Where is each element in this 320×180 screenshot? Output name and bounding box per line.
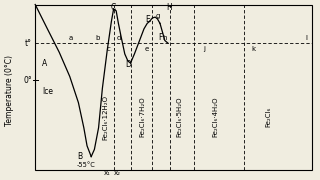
Text: d: d (117, 35, 121, 41)
Bar (35, 4, 312, 170)
Text: Fe₂Cl₆·12H₂O: Fe₂Cl₆·12H₂O (103, 94, 108, 140)
Text: h: h (162, 35, 167, 41)
Text: x₁: x₁ (104, 170, 111, 176)
Text: C: C (111, 3, 116, 12)
Text: D: D (125, 60, 131, 69)
Text: t°: t° (25, 39, 32, 48)
Text: A: A (42, 58, 47, 68)
Text: Fe₂Cl₆·4H₂O: Fe₂Cl₆·4H₂O (212, 97, 218, 137)
Text: b: b (95, 35, 100, 41)
Text: Fe₂Cl₆·7H₂O: Fe₂Cl₆·7H₂O (140, 97, 145, 137)
Text: 0°: 0° (23, 76, 32, 85)
Text: x₂: x₂ (113, 170, 120, 176)
Text: g: g (156, 13, 160, 19)
Text: Fe₂Cl₆: Fe₂Cl₆ (266, 107, 272, 127)
Text: c: c (107, 46, 111, 52)
Text: j: j (203, 46, 205, 52)
Text: B: B (77, 152, 83, 161)
Text: a: a (68, 35, 73, 41)
Text: l: l (306, 35, 308, 41)
Text: Fe₂Cl₆·5H₂O: Fe₂Cl₆·5H₂O (176, 97, 182, 137)
Text: k: k (252, 46, 256, 52)
Text: E: E (146, 15, 150, 24)
Text: H: H (167, 3, 172, 12)
Text: Temperature (0°C): Temperature (0°C) (5, 55, 14, 125)
Text: -55°C: -55°C (77, 162, 96, 168)
Text: F: F (158, 33, 163, 42)
Text: e: e (144, 46, 149, 52)
Text: Ice: Ice (42, 87, 53, 96)
